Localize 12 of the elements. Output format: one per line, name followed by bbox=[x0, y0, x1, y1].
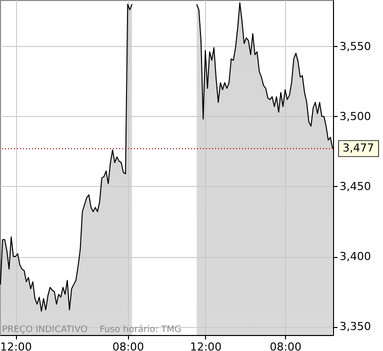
y-tick-label: 3,350 bbox=[340, 320, 371, 334]
x-tick-label: 08:00 bbox=[270, 340, 302, 351]
y-tick-label: 3,400 bbox=[340, 250, 371, 264]
y-tick-label: 3,450 bbox=[340, 180, 371, 193]
annotation: PREÇO INDICATIVO bbox=[2, 325, 88, 335]
y-tick-label: 3,500 bbox=[340, 110, 371, 123]
annotation: Fuso horário: TMG bbox=[100, 324, 182, 335]
ref-line-label: 3,477 bbox=[342, 142, 374, 155]
x-tick-label: 12:00 bbox=[190, 340, 222, 351]
y-tick-label: 3,550 bbox=[340, 40, 371, 53]
x-tick-label: 08:00 bbox=[112, 340, 144, 351]
x-tick-label: 12:00 bbox=[0, 340, 32, 351]
